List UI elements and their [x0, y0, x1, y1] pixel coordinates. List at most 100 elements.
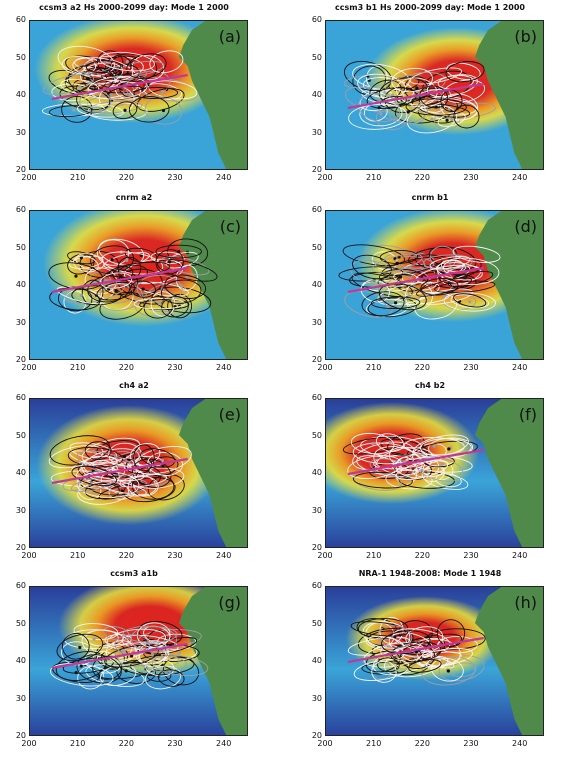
storm-contour — [55, 651, 107, 681]
storm-contour — [416, 277, 472, 297]
x-tick-label: 240 — [216, 551, 232, 560]
storm-contour — [104, 644, 159, 668]
panel-c: cnrm a2 (c) 20 30 40 50 60 200 210 220 230 240 — [2, 193, 266, 384]
y-tick-label: 30 — [311, 505, 322, 515]
y-tick-label: 40 — [15, 90, 26, 99]
storm-center-dot — [393, 635, 397, 639]
y-tick-label: 60 — [311, 393, 322, 402]
y-tick-label: 30 — [15, 317, 26, 327]
y-tick-label: 40 — [311, 468, 322, 477]
storm-contour — [157, 259, 218, 282]
storm-center-dot — [79, 293, 83, 297]
storm-center-dot — [125, 258, 129, 262]
storm-contour — [408, 659, 442, 673]
storm-contour — [420, 278, 459, 296]
y-tick-label: 40 — [15, 656, 26, 665]
storm-center-dot — [157, 302, 162, 306]
panel-h: NRA-1 1948-2008: Mode 1 1948 (h) 20 30 40 50 6… — [298, 569, 562, 760]
storm-contour — [76, 103, 124, 118]
y-tick-label: 40 — [311, 280, 322, 289]
x-tick-label: 200 — [21, 739, 37, 748]
storm-center-dot — [177, 651, 181, 655]
storm-contour — [127, 475, 159, 497]
storm-contour — [105, 640, 137, 663]
storm-contour — [122, 625, 178, 643]
storm-center-dot — [444, 295, 448, 299]
panel-title: ccsm3 a2 Hs 2000-2099 day: Mode 1 2000 — [39, 3, 229, 12]
storm-contour — [158, 669, 185, 687]
x-tick-label: 210 — [70, 173, 86, 182]
storm-center-dot — [446, 669, 450, 673]
mean-storm-track — [51, 457, 188, 485]
storm-contour — [452, 245, 501, 263]
storm-contour — [139, 299, 190, 311]
storm-contour — [405, 98, 467, 116]
storm-center-dot — [110, 258, 114, 262]
storm-contour — [378, 283, 427, 311]
storm-contour — [85, 60, 122, 74]
storm-contour — [136, 622, 171, 648]
storm-contour — [395, 256, 435, 269]
storm-contour — [361, 291, 405, 317]
storm-contour — [384, 72, 446, 100]
mean-storm-track — [51, 642, 188, 670]
y-tick-label: 40 — [15, 280, 26, 289]
storm-center-dot — [388, 440, 392, 445]
panel-label: (a) — [218, 27, 241, 46]
storm-contour — [375, 433, 404, 452]
x-tick-label: 240 — [216, 739, 232, 748]
panel-label: (b) — [514, 27, 537, 46]
storm-contour — [155, 244, 202, 259]
x-tick-label: 240 — [512, 173, 528, 182]
landmass — [178, 587, 247, 735]
storm-center-dot — [440, 462, 444, 466]
storm-contour — [133, 446, 192, 475]
storm-contour — [48, 105, 93, 118]
heatmap-plot: (b) — [325, 20, 544, 170]
storm-center-dot — [79, 664, 83, 668]
storm-contour — [387, 433, 425, 456]
y-tick-label: 40 — [15, 468, 26, 477]
storm-contour — [347, 455, 402, 480]
y-tick-label: 20 — [15, 165, 26, 174]
panel-e: ch4 a2 (e) 20 30 40 50 60 200 210 220 230 240 — [2, 381, 266, 572]
storm-contour — [130, 280, 156, 298]
y-tick-label: 50 — [15, 618, 26, 628]
y-tick-label: 60 — [311, 205, 322, 214]
storm-center-dot — [78, 645, 82, 650]
y-tick-label: 60 — [311, 15, 322, 24]
heatmap-svg — [30, 399, 247, 547]
storm-contour — [73, 255, 99, 273]
storm-contour — [371, 660, 397, 683]
panel-title: ch4 a2 — [119, 381, 149, 390]
landmass — [474, 399, 543, 547]
storm-contour — [144, 96, 183, 125]
storm-center-dot — [72, 108, 76, 112]
storm-contour — [100, 664, 137, 686]
storm-center-dot — [447, 447, 451, 451]
storm-center-dot — [390, 93, 395, 97]
storm-center-dot — [430, 117, 434, 121]
storm-contour — [75, 253, 105, 271]
heatmap-plot: (g) — [29, 586, 248, 736]
y-tick-label: 20 — [15, 543, 26, 552]
storm-contour — [381, 630, 431, 655]
landmass — [178, 21, 247, 169]
storm-center-dot — [160, 458, 165, 462]
storm-contour — [76, 85, 111, 114]
storm-contour — [419, 103, 471, 118]
storm-contour — [423, 254, 473, 270]
heatmap-svg — [30, 587, 247, 735]
y-tick-label: 20 — [311, 543, 322, 552]
x-tick-label: 230 — [463, 363, 479, 372]
storm-contour — [160, 279, 202, 304]
storm-contour — [429, 256, 471, 270]
storm-center-dot — [168, 260, 172, 264]
storm-contour — [363, 642, 425, 668]
storm-contour — [84, 483, 120, 500]
mean-storm-track — [347, 266, 484, 294]
landmass — [474, 21, 543, 169]
storm-contour — [117, 643, 168, 667]
storm-contour — [71, 285, 122, 306]
storm-contour — [344, 290, 393, 318]
